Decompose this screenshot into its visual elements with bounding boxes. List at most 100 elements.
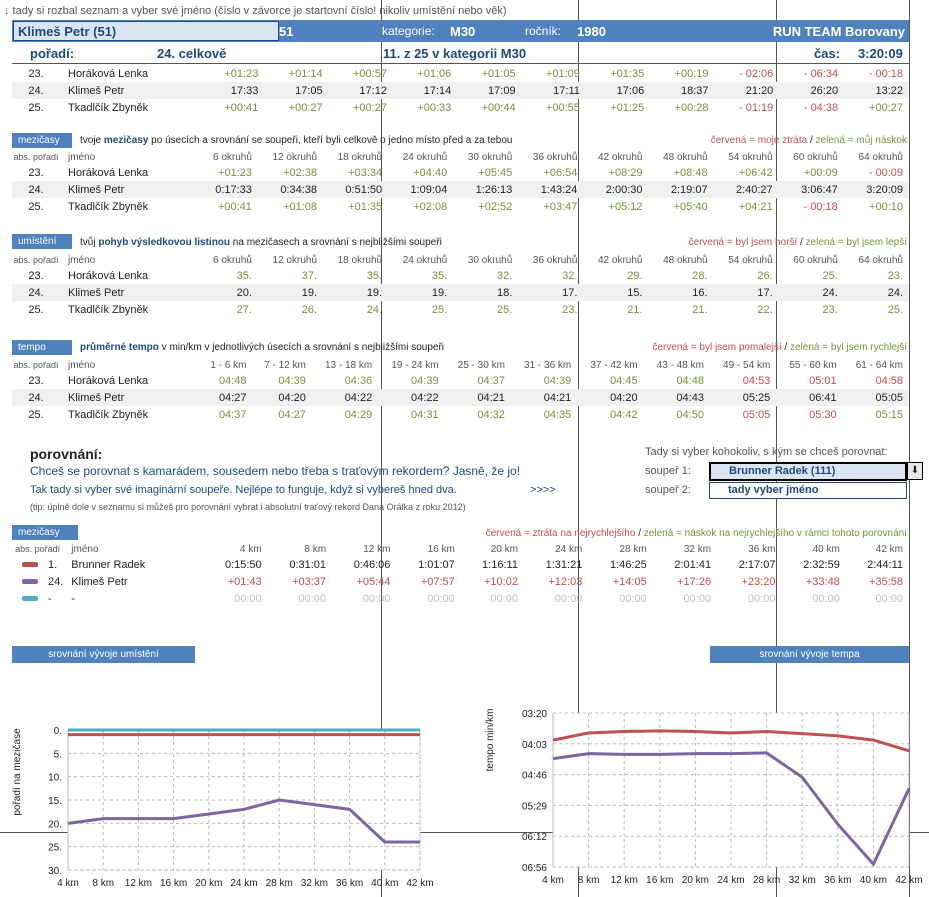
opponent-2-select[interactable]: tady vyber jméno: [709, 482, 907, 499]
row-cell: 04:50: [676, 408, 704, 421]
row-position-text: 1.: [48, 558, 58, 571]
row-cell: - 04:38: [803, 101, 839, 114]
column-header: 13 - 18 km: [324, 359, 373, 371]
row-cell: 04:35: [543, 408, 572, 421]
x-tick-label: 28 km: [753, 875, 780, 886]
row-cell: 26:20: [779, 82, 845, 99]
row-cell: 35.: [431, 269, 448, 282]
x-tick-label: 12 km: [125, 878, 152, 889]
y-tick-label: 20.: [48, 819, 62, 830]
column-header: 64 okruhů: [858, 151, 903, 163]
row-name: Klimeš Petr: [60, 82, 200, 99]
placing-legend: červená = byl jsem horší / zelená = byl …: [688, 237, 907, 248]
row-cell: 17.: [713, 284, 779, 301]
row-cell: 19.: [323, 284, 389, 301]
x-tick-label: 20 km: [682, 875, 709, 886]
row-cell: 24.: [778, 284, 844, 301]
column-header: 48 okruhů: [663, 151, 708, 163]
series-line: [552, 729, 910, 753]
x-tick-label: 32 km: [301, 878, 328, 889]
runner-team: RUN TEAM Borovany: [772, 24, 905, 39]
row-cell: +00:57: [352, 67, 387, 80]
row-cell: 37.: [301, 269, 318, 282]
row-cell: 17:12: [328, 82, 393, 99]
row-cell: 06:41: [776, 389, 843, 406]
row-cell: 1:01:07: [418, 558, 455, 571]
column-header: 12 okruhů: [272, 151, 318, 163]
row-name: Klimeš Petr: [60, 389, 200, 406]
table-row: 24. Klimeš Petr +01:43 +03:37 +05:44 +07:57 +1…: [12, 573, 909, 590]
row-cell: 04:39: [543, 374, 572, 387]
finish-time: 3:20:09: [858, 46, 903, 61]
runner-select[interactable]: Klimeš Petr (51): [13, 21, 279, 41]
row-cell: - 02:06: [739, 67, 774, 80]
down-arrow-icon[interactable]: ⬇: [907, 462, 923, 480]
row-name: Tkadlčík Zbyněk: [68, 303, 149, 316]
x-tick-label: 20 km: [195, 878, 222, 889]
column-header: 18 okruhů: [337, 151, 383, 163]
row-cell: +00:41: [224, 101, 259, 114]
table-row: 23. Horáková Lenka 35. 37. 35. 35. 32. 32. 29. 28…: [12, 267, 909, 284]
grid-line: [909, 0, 910, 897]
x-tick-label: 8 km: [92, 878, 114, 889]
column-header: 60 okruhů: [793, 151, 838, 163]
row-cell: +01:08: [283, 200, 318, 213]
row-cell: 00:00: [362, 592, 391, 605]
y-tick-label: 25.: [48, 843, 62, 854]
row-cell: 04:39: [278, 374, 306, 387]
column-header: 60 okruhů: [793, 254, 838, 266]
row-position-text: -: [48, 592, 52, 605]
row-cell: +01:09: [545, 67, 580, 80]
series-color-swatch: [22, 596, 38, 602]
category-label: kategorie:: [382, 24, 435, 38]
row-cell: +35:58: [869, 575, 903, 588]
series-line: [67, 798, 420, 844]
row-cell: 05:15: [875, 408, 903, 421]
row-cell: - 00:18: [868, 67, 903, 80]
splits-legend: červená = moje ztráta / zelená = můj nás…: [710, 135, 907, 146]
column-header-name: jméno: [68, 151, 96, 163]
row-position: 25.: [28, 101, 44, 114]
row-cell: 04:37: [218, 408, 247, 421]
row-cell: 28.: [692, 269, 708, 282]
row-cell: 04:36: [344, 374, 373, 387]
table-row: 25. Tkadlčík Zbyněk +00:41 +01:08 +01:35 +02:…: [12, 198, 909, 215]
row-cell: 35.: [366, 269, 383, 282]
row-cell: - 06:34: [803, 67, 839, 80]
y-tick-label: 06:56: [522, 863, 547, 874]
row-cell: 23.: [562, 303, 578, 316]
row-cell: 04:22: [378, 389, 445, 406]
table-row: 23. Horáková Lenka 04:48 04:39 04:36 04:39 04:…: [12, 372, 909, 389]
column-header: 24 km: [555, 543, 583, 555]
row-position: 23.: [28, 166, 44, 179]
x-tick-label: 42 km: [406, 878, 433, 889]
compare-title: porovnání:: [30, 446, 103, 462]
row-cell: 00:00: [234, 592, 262, 605]
column-header: 7 - 12 km: [264, 359, 306, 371]
x-tick-label: 8 km: [578, 875, 600, 886]
row-cell: 00:00: [619, 592, 647, 605]
row-cell: +01:23: [224, 67, 259, 80]
row-cell: 17:33: [200, 82, 265, 99]
row-cell: 13:22: [844, 82, 909, 99]
year-label: ročník:: [525, 24, 562, 38]
table-row: - - 00:00 00:00 00:00 00:00 00:00 00:00 00:00 00:…: [12, 590, 909, 607]
row-cell: 05:05: [842, 389, 909, 406]
opponent-2-label: soupeř 2:: [645, 484, 691, 496]
overall-position: 24. celkově: [157, 46, 227, 61]
column-header: 42 okruhů: [598, 254, 643, 266]
row-cell: - 01:19: [739, 101, 774, 114]
column-header: 6 okruhů: [213, 151, 252, 163]
placing-chart-title: srovnání vývoje umístění: [12, 646, 195, 663]
column-header: 32 km: [683, 543, 712, 555]
row-name: Klimeš Petr: [60, 284, 200, 301]
column-header: 54 okruhů: [728, 151, 773, 163]
column-header: 8 km: [304, 543, 327, 555]
row-name: Brunner Radek: [71, 558, 146, 571]
row-cell: 15.: [583, 284, 649, 301]
row-cell: 24.: [366, 303, 383, 316]
row-cell: +00:44: [481, 101, 516, 114]
opponent-1-select[interactable]: Brunner Radek (111): [709, 462, 907, 481]
y-tick-label: 04:46: [522, 771, 547, 782]
column-header: 20 km: [490, 543, 518, 555]
